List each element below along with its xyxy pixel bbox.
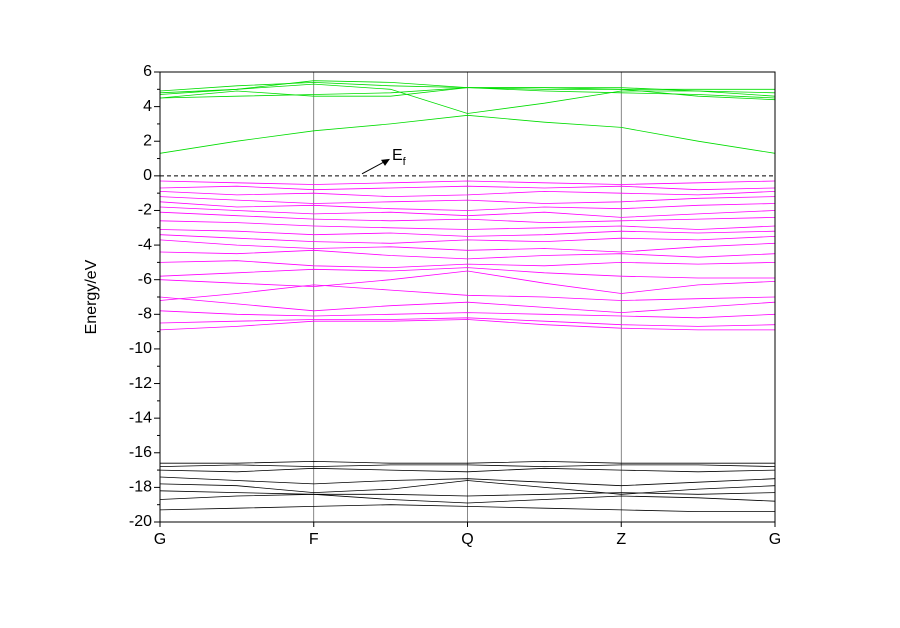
band-line	[159, 504, 775, 512]
y-tick-label: 0	[143, 167, 152, 184]
y-axis-label: Energy/eV	[83, 259, 100, 334]
band-line	[159, 229, 776, 237]
y-tick-label: -20	[129, 513, 152, 530]
band-line	[159, 190, 776, 198]
band-line	[159, 196, 776, 204]
band-line	[159, 211, 776, 224]
y-tick-label: -2	[138, 202, 152, 219]
y-tick-label: -10	[129, 340, 152, 357]
annotation-subscript: f	[403, 156, 407, 168]
band-line	[159, 185, 776, 191]
y-tick-label: -16	[129, 444, 152, 461]
band-line	[159, 464, 776, 468]
band-line	[159, 310, 776, 319]
band-line	[159, 490, 776, 497]
annotation: Ef	[392, 147, 407, 168]
y-tick-label: 4	[143, 98, 152, 115]
band-line	[159, 201, 776, 211]
band-line	[159, 296, 776, 314]
band-line	[159, 220, 776, 230]
annotation-arrowhead	[381, 158, 390, 166]
band-line	[159, 180, 776, 185]
x-tick-label: Z	[616, 531, 626, 548]
x-tick-label: G	[154, 531, 166, 548]
band-line	[159, 319, 775, 331]
band-line	[159, 83, 776, 114]
y-tick-label: -18	[129, 479, 152, 496]
band-line	[159, 317, 776, 327]
band-line	[159, 239, 776, 253]
y-tick-label: -6	[138, 271, 152, 288]
band-line	[159, 114, 776, 154]
y-tick-label: 2	[143, 132, 152, 149]
band-line	[159, 284, 776, 301]
annotation-text: E	[392, 147, 403, 164]
annotation-arrow	[361, 160, 387, 175]
x-tick-label: G	[769, 531, 781, 548]
band-line	[159, 87, 776, 99]
band-line	[159, 476, 776, 487]
y-tick-label: -14	[129, 409, 152, 426]
band-line	[159, 467, 776, 473]
band-line	[159, 480, 776, 495]
band-line	[159, 234, 776, 244]
band-line	[159, 270, 776, 294]
y-tick-label: 6	[143, 63, 152, 80]
band-line	[159, 249, 776, 260]
band-line	[159, 206, 776, 218]
y-tick-label: -4	[138, 236, 152, 253]
y-tick-label: -8	[138, 306, 152, 323]
x-tick-label: Q	[461, 531, 473, 548]
band-line	[160, 460, 775, 464]
band-line	[159, 260, 776, 269]
x-tick-label: F	[309, 531, 319, 548]
band-line	[159, 267, 775, 279]
y-tick-label: -12	[129, 375, 152, 392]
plot-frame	[159, 71, 776, 523]
band-line	[159, 493, 776, 504]
